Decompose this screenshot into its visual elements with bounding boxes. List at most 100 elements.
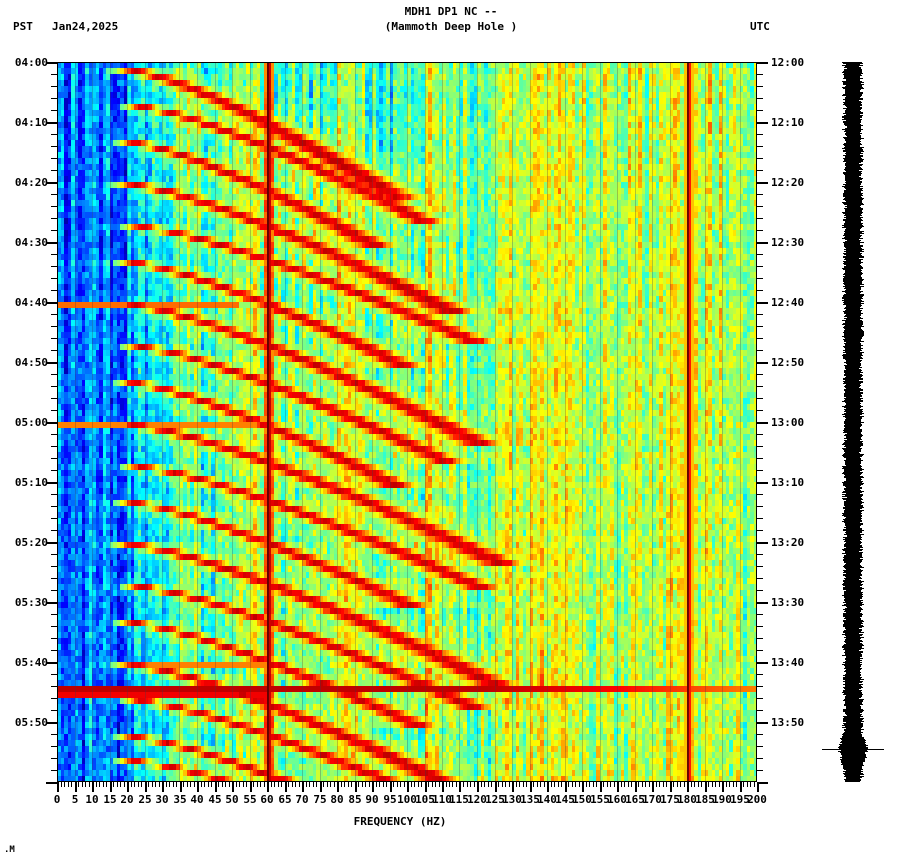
- x-tick-minor: [414, 782, 415, 787]
- waveform-event-marker: [822, 749, 884, 750]
- y-tick-minor-right: [757, 770, 763, 771]
- x-tick-major: [267, 782, 269, 792]
- y-tick-minor-right: [757, 554, 763, 555]
- x-tick-minor: [481, 782, 482, 787]
- x-tick-minor: [386, 782, 387, 787]
- x-tick-minor: [344, 782, 345, 787]
- x-tick-minor: [673, 782, 674, 787]
- y-axis-label-left-10: 05:40: [14, 656, 48, 669]
- x-tick-minor: [348, 782, 349, 787]
- x-axis-label-38: 190: [712, 793, 732, 806]
- x-tick-minor: [253, 782, 254, 787]
- spectrogram-plot[interactable]: [57, 62, 757, 782]
- y-tick-minor-right: [757, 266, 763, 267]
- y-tick-minor-right: [757, 278, 763, 279]
- y-tick-major-right: [757, 602, 768, 604]
- x-tick-minor: [166, 782, 167, 787]
- x-tick-major: [425, 782, 427, 792]
- x-tick-minor: [152, 782, 153, 787]
- x-tick-minor: [299, 782, 300, 787]
- y-tick-major-left: [46, 422, 57, 424]
- x-axis-label-2: 10: [85, 793, 99, 806]
- x-tick-minor: [572, 782, 573, 787]
- y-tick-minor-right: [757, 734, 763, 735]
- y-tick-major-right: [757, 482, 768, 484]
- x-tick-minor: [428, 782, 429, 787]
- x-tick-minor: [607, 782, 608, 787]
- y-tick-minor-right: [757, 194, 763, 195]
- x-tick-minor: [208, 782, 209, 787]
- x-tick-minor: [439, 782, 440, 787]
- x-tick-minor: [519, 782, 520, 787]
- y-axis-label-right-10: 13:40: [771, 656, 805, 669]
- x-tick-minor: [589, 782, 590, 787]
- y-tick-minor-right: [757, 146, 763, 147]
- x-tick-minor: [544, 782, 545, 787]
- x-tick-major: [740, 782, 742, 792]
- y-axis-label-left-3: 04:30: [14, 236, 48, 249]
- x-tick-minor: [677, 782, 678, 787]
- y-axis-label-right-11: 13:50: [771, 716, 805, 729]
- x-tick-minor: [379, 782, 380, 787]
- x-tick-minor: [452, 782, 453, 787]
- x-tick-minor: [659, 782, 660, 787]
- x-tick-minor: [369, 782, 370, 787]
- y-tick-minor-right: [757, 338, 763, 339]
- x-tick-minor: [113, 782, 114, 787]
- x-tick-minor: [358, 782, 359, 787]
- y-tick-major-left: [46, 482, 57, 484]
- x-tick-minor: [537, 782, 538, 787]
- x-tick-minor: [78, 782, 79, 787]
- x-tick-minor: [229, 782, 230, 787]
- x-tick-major: [495, 782, 497, 792]
- y-axis-label-right-7: 13:10: [771, 476, 805, 489]
- y-tick-minor-right: [757, 566, 763, 567]
- x-tick-major: [355, 782, 357, 792]
- x-tick-major: [512, 782, 514, 792]
- station-subtitle: (Mammoth Deep Hole ): [384, 20, 518, 33]
- x-tick-major: [57, 782, 59, 792]
- y-axis-label-left-6: 05:00: [14, 416, 48, 429]
- x-tick-minor: [456, 782, 457, 787]
- x-tick-major: [197, 782, 199, 792]
- x-tick-minor: [397, 782, 398, 787]
- x-tick-major: [110, 782, 112, 792]
- x-tick-minor: [288, 782, 289, 787]
- x-axis-label-11: 55: [243, 793, 257, 806]
- x-tick-major: [477, 782, 479, 792]
- y-tick-minor-right: [757, 314, 763, 315]
- y-tick-minor-right: [757, 374, 763, 375]
- y-axis-label-left-8: 05:20: [14, 536, 48, 549]
- x-axis-label-21: 105: [415, 793, 435, 806]
- x-tick-major: [215, 782, 217, 792]
- x-tick-minor: [274, 782, 275, 787]
- y-tick-minor-right: [757, 686, 763, 687]
- x-tick-major: [250, 782, 252, 792]
- y-axis-label-left-4: 04:40: [14, 296, 48, 309]
- x-tick-minor: [341, 782, 342, 787]
- x-tick-minor: [743, 782, 744, 787]
- spectrogram-image[interactable]: [57, 62, 757, 782]
- x-tick-minor: [666, 782, 667, 787]
- x-axis-label-24: 120: [467, 793, 487, 806]
- x-tick-minor: [551, 782, 552, 787]
- x-tick-minor: [449, 782, 450, 787]
- x-tick-minor: [176, 782, 177, 787]
- x-tick-minor: [656, 782, 657, 787]
- x-tick-minor: [327, 782, 328, 787]
- waveform-trace: [838, 62, 868, 782]
- y-axis-label-left-0: 04:00: [14, 56, 48, 69]
- x-tick-minor: [257, 782, 258, 787]
- y-tick-major-right: [757, 182, 768, 184]
- x-tick-minor: [334, 782, 335, 787]
- x-tick-minor: [281, 782, 282, 787]
- x-tick-minor: [726, 782, 727, 787]
- x-tick-minor: [243, 782, 244, 787]
- x-tick-major: [407, 782, 409, 792]
- x-tick-major: [635, 782, 637, 792]
- y-tick-major-right: [757, 122, 768, 124]
- y-tick-major-right: [757, 422, 768, 424]
- x-axis-label-30: 150: [572, 793, 592, 806]
- x-tick-minor: [225, 782, 226, 787]
- y-tick-minor-right: [757, 494, 763, 495]
